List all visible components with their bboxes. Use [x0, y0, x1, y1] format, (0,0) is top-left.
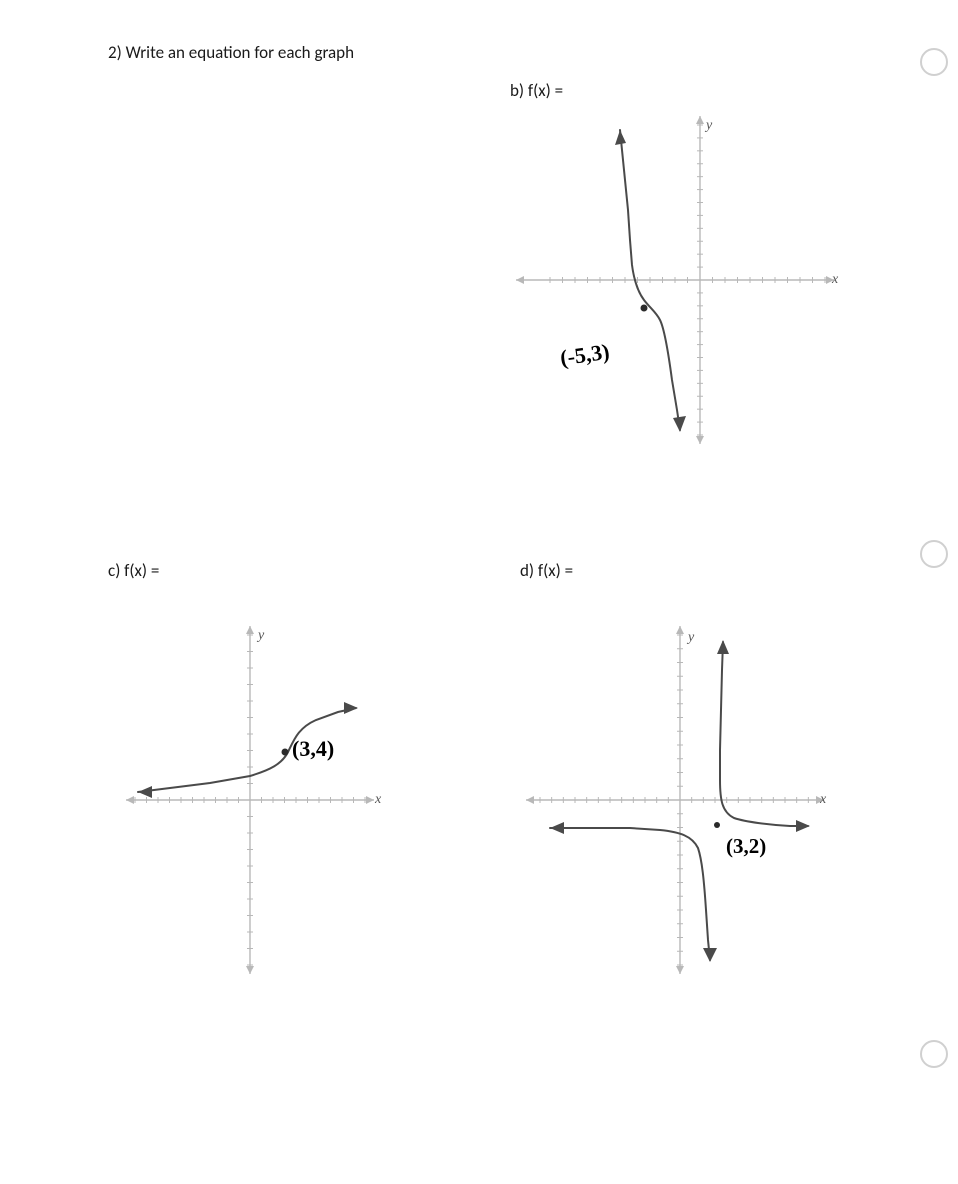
- x-axis-label: x: [375, 792, 381, 808]
- graph-c: y x (3,4): [120, 620, 380, 985]
- punch-hole-icon: [920, 48, 948, 76]
- graph-d: y x (3,2): [520, 620, 830, 985]
- y-axis-label: y: [688, 630, 694, 646]
- punch-hole-icon: [920, 540, 948, 568]
- y-axis-label: y: [706, 118, 712, 134]
- question-title: 2) Write an equation for each graph: [108, 42, 354, 63]
- graph-b-svg: [510, 110, 840, 450]
- x-axis-label: x: [820, 792, 826, 808]
- part-d-label: d) f(x) =: [520, 560, 573, 581]
- graph-b: y x (-5,3): [510, 110, 840, 455]
- worksheet-page: 2) Write an equation for each graph b) f…: [0, 0, 958, 1184]
- x-axis-label: x: [832, 272, 838, 288]
- graph-c-svg: [120, 620, 380, 980]
- part-c-label: c) f(x) =: [108, 560, 159, 581]
- part-b-label: b) f(x) =: [510, 80, 563, 101]
- y-axis-label: y: [258, 628, 264, 644]
- graph-d-svg: [520, 620, 830, 980]
- punch-hole-icon: [920, 1040, 948, 1068]
- annotation-point-c: (3,4): [292, 736, 334, 762]
- annotation-point-d: (3,2): [726, 834, 766, 859]
